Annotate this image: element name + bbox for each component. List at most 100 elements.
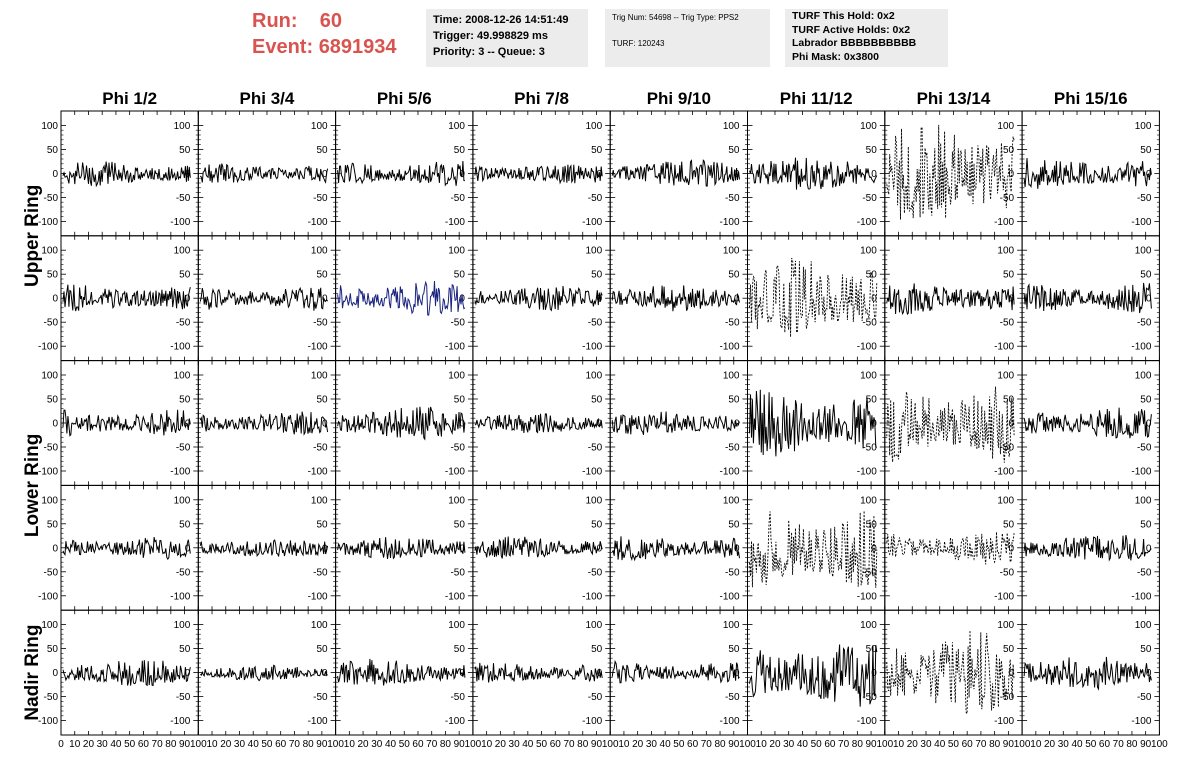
x-tick-label: 100 bbox=[1014, 739, 1031, 750]
y-tick-label: 100 bbox=[174, 371, 191, 382]
y-tick-label: 100 bbox=[997, 121, 1014, 132]
x-tick-label: 10 bbox=[1030, 739, 1042, 750]
column-header: Phi 1/2 bbox=[102, 89, 157, 108]
y-tick-label: 100 bbox=[586, 620, 603, 631]
x-tick-label: 100 bbox=[1151, 739, 1168, 750]
y-tick-label: -100 bbox=[582, 467, 602, 478]
x-tick-label: 100 bbox=[739, 739, 756, 750]
y-tick-label: 50 bbox=[179, 270, 191, 281]
y-tick-label: -50 bbox=[1000, 193, 1015, 204]
x-tick-label: 80 bbox=[165, 739, 177, 750]
x-tick-label: 80 bbox=[303, 739, 315, 750]
y-tick-label: 100 bbox=[41, 246, 58, 257]
y-tick-label: -100 bbox=[308, 342, 328, 353]
y-tick-label: -100 bbox=[994, 217, 1014, 228]
y-tick-label: 100 bbox=[311, 246, 328, 257]
time-text: Time: 2008-12-26 14:51:49 bbox=[433, 14, 569, 26]
x-tick-label: 80 bbox=[989, 739, 1001, 750]
waveform-trace bbox=[611, 536, 740, 562]
x-tick-label: 10 bbox=[618, 739, 630, 750]
y-tick-label: 50 bbox=[454, 270, 466, 281]
y-tick-label: 0 bbox=[52, 543, 58, 554]
x-tick-label: 20 bbox=[907, 739, 919, 750]
y-tick-label: 100 bbox=[41, 121, 58, 132]
y-tick-label: -50 bbox=[588, 193, 603, 204]
y-tick-label: 100 bbox=[174, 620, 191, 631]
column-header: Phi 15/16 bbox=[1054, 89, 1128, 108]
y-tick-label: -100 bbox=[719, 467, 739, 478]
y-tick-label: -100 bbox=[582, 591, 602, 602]
x-tick-label: 10 bbox=[893, 739, 905, 750]
x-tick-label: 70 bbox=[1113, 739, 1125, 750]
y-tick-label: -100 bbox=[38, 467, 58, 478]
y-tick-label: 0 bbox=[52, 294, 58, 305]
waveform-trace bbox=[337, 537, 466, 560]
y-tick-label: 0 bbox=[871, 169, 877, 180]
y-tick-label: 50 bbox=[866, 395, 878, 406]
waveform-trace bbox=[611, 411, 740, 435]
y-tick-label: 50 bbox=[454, 395, 466, 406]
trig-info-box: Trig Num: 54698 -- Trig Type: PPS2 TURF:… bbox=[605, 9, 770, 67]
y-tick-label: -50 bbox=[1000, 692, 1015, 703]
column-header: Phi 11/12 bbox=[780, 89, 853, 108]
x-tick-label: 30 bbox=[920, 739, 932, 750]
y-tick-label: 100 bbox=[311, 121, 328, 132]
waveform-trace bbox=[337, 160, 465, 187]
y-tick-label: 50 bbox=[866, 644, 878, 655]
waveform-trace bbox=[886, 531, 1015, 565]
y-tick-label: 50 bbox=[1140, 145, 1152, 156]
waveform-trace bbox=[474, 413, 603, 434]
x-tick-label: 40 bbox=[110, 739, 122, 750]
y-tick-label: -50 bbox=[1137, 692, 1152, 703]
y-tick-label: 50 bbox=[728, 270, 740, 281]
y-tick-label: -100 bbox=[994, 342, 1014, 353]
y-tick-label: -50 bbox=[176, 567, 191, 578]
x-tick-label: 60 bbox=[962, 739, 974, 750]
x-tick-label: 30 bbox=[234, 739, 246, 750]
y-tick-label: 50 bbox=[1003, 270, 1015, 281]
y-tick-label: -100 bbox=[170, 716, 190, 727]
y-tick-label: -100 bbox=[445, 217, 465, 228]
y-tick-label: 50 bbox=[316, 519, 328, 530]
y-tick-label: 50 bbox=[47, 270, 59, 281]
y-tick-label: -50 bbox=[725, 318, 740, 329]
x-tick-label: 10 bbox=[206, 739, 218, 750]
y-tick-label: -100 bbox=[857, 217, 877, 228]
y-tick-label: 100 bbox=[860, 246, 877, 257]
y-tick-label: 50 bbox=[1003, 145, 1015, 156]
y-tick-label: -50 bbox=[588, 443, 603, 454]
trigger-text: Trigger: 49.998829 ms bbox=[433, 30, 548, 42]
y-tick-label: 100 bbox=[448, 121, 465, 132]
y-tick-label: 50 bbox=[316, 395, 328, 406]
y-tick-label: 100 bbox=[448, 495, 465, 506]
y-tick-label: -50 bbox=[313, 692, 328, 703]
x-tick-label: 60 bbox=[550, 739, 562, 750]
x-tick-label: 0 bbox=[58, 739, 64, 750]
y-tick-label: -100 bbox=[582, 716, 602, 727]
y-tick-label: -100 bbox=[308, 716, 328, 727]
y-tick-label: 100 bbox=[997, 620, 1014, 631]
column-header: Phi 9/10 bbox=[647, 89, 711, 108]
y-tick-label: 100 bbox=[41, 371, 58, 382]
waveform-trace bbox=[62, 660, 191, 687]
y-tick-label: 100 bbox=[860, 121, 877, 132]
waveform-trace bbox=[62, 284, 191, 312]
y-tick-label: 100 bbox=[723, 246, 740, 257]
y-tick-label: 100 bbox=[174, 495, 191, 506]
y-tick-label: 50 bbox=[866, 519, 878, 530]
y-tick-label: -50 bbox=[1137, 567, 1152, 578]
y-tick-label: 100 bbox=[41, 620, 58, 631]
y-tick-label: -100 bbox=[1131, 342, 1151, 353]
y-tick-label: 100 bbox=[860, 620, 877, 631]
x-tick-label: 60 bbox=[1099, 739, 1111, 750]
y-tick-label: -50 bbox=[176, 193, 191, 204]
y-tick-label: -50 bbox=[313, 318, 328, 329]
y-tick-label: -50 bbox=[176, 443, 191, 454]
y-tick-label: -50 bbox=[44, 443, 59, 454]
x-tick-label: 80 bbox=[577, 739, 589, 750]
y-tick-label: -100 bbox=[1131, 217, 1151, 228]
priority-text: Priority: 3 -- Queue: 3 bbox=[433, 46, 545, 58]
y-tick-label: -50 bbox=[1000, 318, 1015, 329]
waveform-trace bbox=[886, 283, 1015, 316]
y-tick-label: 100 bbox=[1135, 246, 1152, 257]
